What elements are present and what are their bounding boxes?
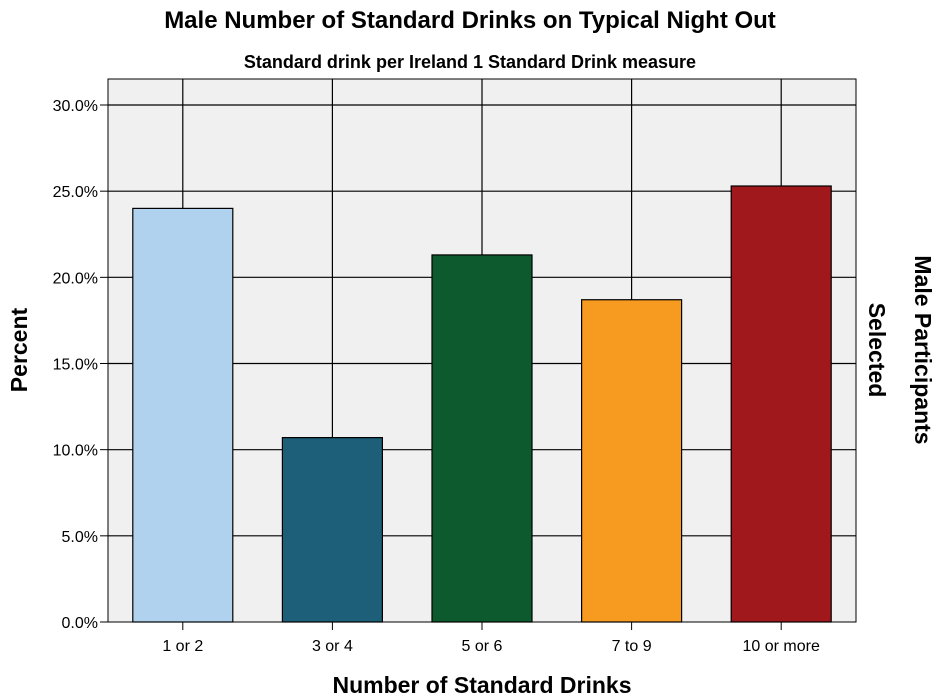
x-tick-label: 3 or 4 bbox=[312, 638, 353, 655]
y-tick-label: 15.0% bbox=[53, 357, 98, 374]
y-tick-label: 20.0% bbox=[53, 270, 98, 287]
x-tick-label: 5 or 6 bbox=[462, 638, 503, 655]
bar bbox=[431, 254, 533, 623]
chart-title: Male Number of Standard Drinks on Typica… bbox=[164, 7, 776, 34]
y-axis-title: Percent bbox=[6, 307, 32, 392]
y-tick-label: 0.0% bbox=[62, 615, 98, 632]
chart-subtitle: Standard drink per Ireland 1 Standard Dr… bbox=[244, 52, 696, 72]
y-tick-label: 5.0% bbox=[62, 529, 98, 546]
bar bbox=[580, 299, 683, 623]
panel-label-line2: Selected bbox=[864, 303, 890, 398]
x-tick-label: 7 to 9 bbox=[612, 638, 652, 655]
bars bbox=[132, 185, 832, 623]
y-tick-label: 25.0% bbox=[53, 184, 98, 201]
y-axis-ticks: 0.0% 5.0% 10.0% 15.0% 20.0% 25.0% 30.0% bbox=[53, 98, 108, 632]
bar bbox=[132, 207, 234, 623]
x-axis-ticks: 1 or 2 3 or 4 5 or 6 7 to 9 10 or more bbox=[162, 622, 820, 655]
bar bbox=[730, 185, 832, 623]
bar bbox=[281, 437, 383, 623]
panel-label-line1: Male Participants bbox=[910, 255, 936, 444]
y-tick-label: 30.0% bbox=[53, 98, 98, 115]
y-tick-label: 10.0% bbox=[53, 443, 98, 460]
x-axis-title: Number of Standard Drinks bbox=[332, 672, 631, 695]
x-tick-label: 10 or more bbox=[743, 638, 820, 655]
x-tick-label: 1 or 2 bbox=[162, 638, 203, 655]
